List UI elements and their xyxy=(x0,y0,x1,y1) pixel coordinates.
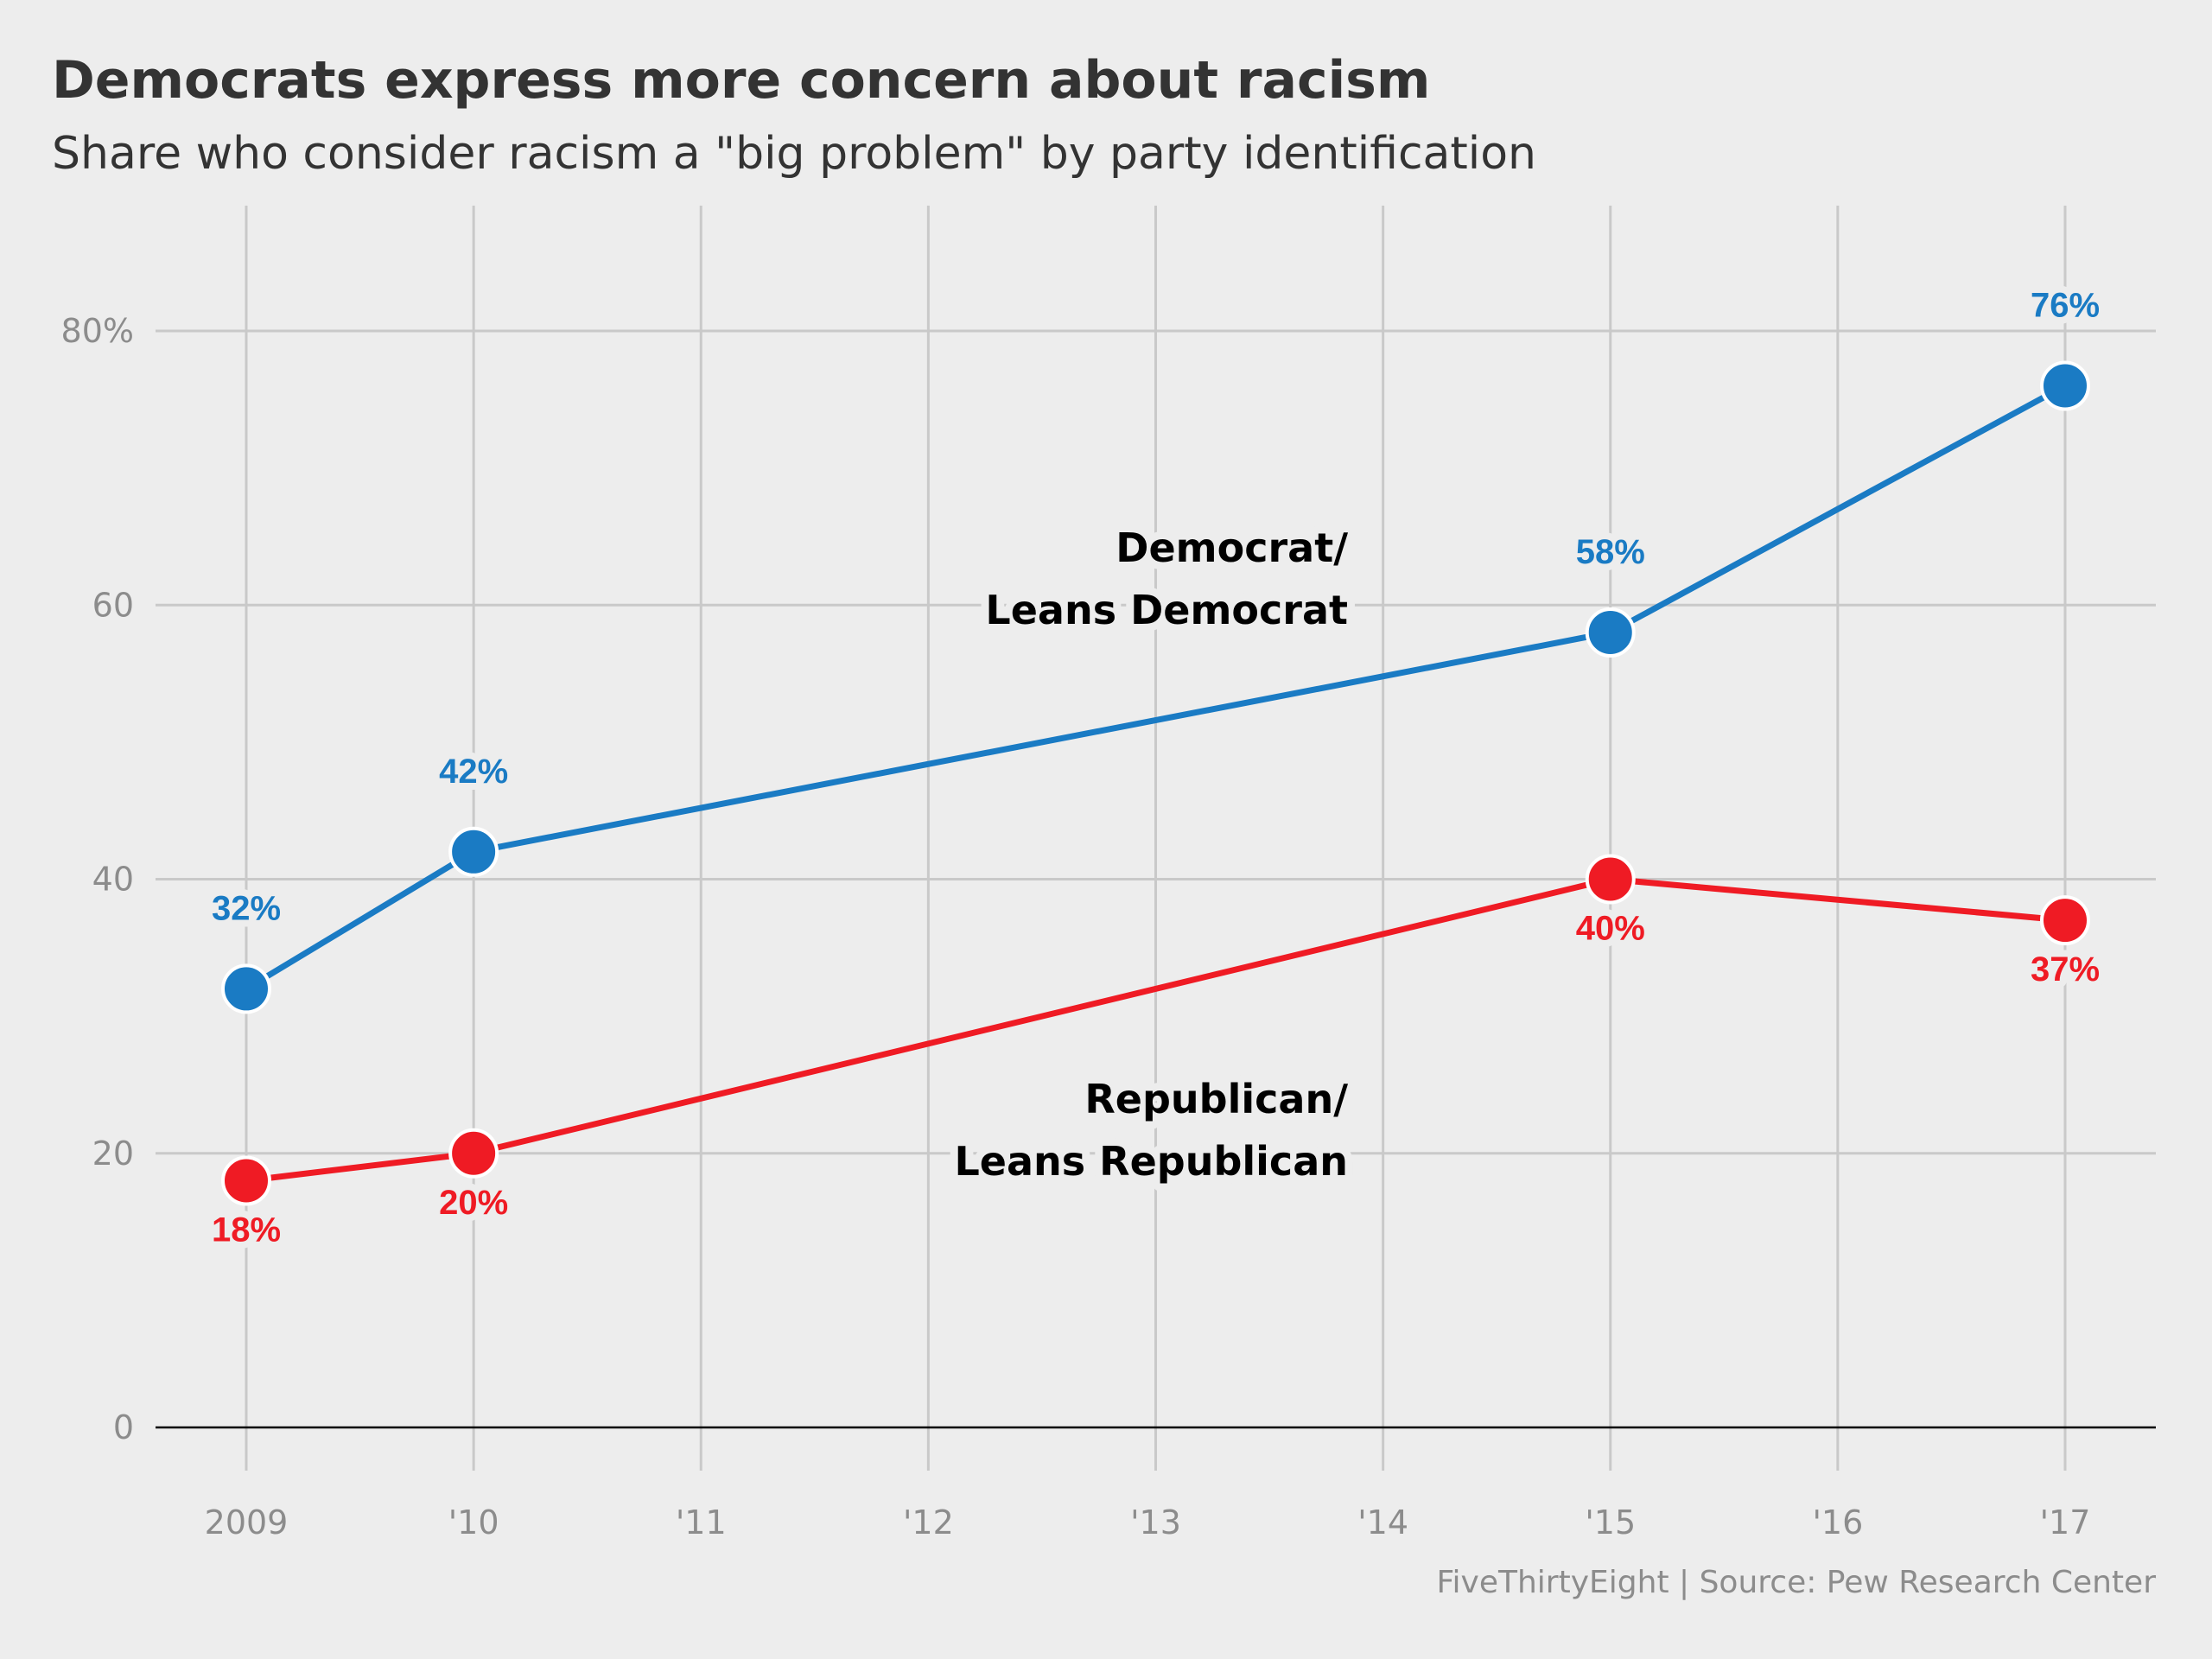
data-label: 20% xyxy=(439,1184,508,1222)
data-label: 37% xyxy=(2031,950,2100,988)
data-label: 58% xyxy=(1576,533,1645,571)
y-tick-label: 20 xyxy=(92,1135,134,1173)
series-line xyxy=(243,876,2069,1184)
series-line xyxy=(243,382,2069,992)
y-tick-label: 60 xyxy=(92,586,134,624)
data-label-halo: 76% xyxy=(2031,286,2100,324)
data-label-halo: 20% xyxy=(439,1184,508,1222)
data-label-halo: 58% xyxy=(1576,533,1645,571)
series: 32%32%42%42%58%58%76%76%18%18%20%20%40%4… xyxy=(205,279,2107,1255)
data-label: 76% xyxy=(2031,286,2100,324)
chart-subtitle: Share who consider racism a "big problem… xyxy=(52,128,1536,180)
grid xyxy=(156,206,2156,1471)
data-label-halo: 18% xyxy=(212,1211,281,1249)
data-point xyxy=(221,963,271,1014)
x-tick-label: '15 xyxy=(1585,1503,1636,1541)
series-name-label: Democrat/ xyxy=(1116,524,1348,571)
series-name-label-halo: Republican/ xyxy=(1084,1076,1348,1122)
data-label: 32% xyxy=(212,889,281,927)
series-name-label-halo: Democrat/ xyxy=(1116,524,1348,571)
y-tick-label: 0 xyxy=(113,1408,134,1446)
x-tick-label: '17 xyxy=(2040,1503,2091,1541)
data-label-halo: 32% xyxy=(212,889,281,927)
data-point xyxy=(221,1155,271,1206)
data-label: 40% xyxy=(1576,910,1645,948)
source-credit: FiveThirtyEight | Source: Pew Research C… xyxy=(1436,1565,2156,1600)
series-name-label: Republican/ xyxy=(1084,1076,1348,1122)
data-label-halo: 42% xyxy=(439,753,508,791)
x-tick-label: '11 xyxy=(676,1503,727,1541)
x-tick-label: '10 xyxy=(448,1503,499,1541)
data-label: 42% xyxy=(439,753,508,791)
data-point xyxy=(1585,854,1636,905)
x-tick-label: 2009 xyxy=(205,1503,289,1541)
y-tick-label: 40 xyxy=(92,861,134,899)
series-name-label: Leans Republican xyxy=(954,1138,1348,1185)
series-name-label-halo: Leans Democrat xyxy=(985,587,1348,633)
x-tick-label: '16 xyxy=(1812,1503,1863,1541)
tick-labels: 0 20 40 60 80% 2009 '10 '11 '12 '13 '14 '15 '16 '17 xyxy=(61,312,2091,1541)
data-label-halo: 40% xyxy=(1576,910,1645,948)
data-point xyxy=(2040,360,2090,411)
data-label: 18% xyxy=(212,1211,281,1249)
series-name-label: Leans Democrat xyxy=(985,587,1348,633)
series-name-label-halo: Leans Republican xyxy=(954,1138,1348,1185)
x-tick-label: '13 xyxy=(1130,1503,1181,1541)
y-tick-label: 80% xyxy=(61,312,134,350)
chart-title: Democrats express more concern about rac… xyxy=(52,50,1430,111)
data-point xyxy=(448,826,499,877)
data-point xyxy=(2040,895,2090,946)
data-label-halo: 37% xyxy=(2031,950,2100,988)
x-tick-label: '14 xyxy=(1357,1503,1408,1541)
x-tick-label: '12 xyxy=(903,1503,954,1541)
data-point xyxy=(1585,607,1636,658)
data-point xyxy=(448,1128,499,1179)
